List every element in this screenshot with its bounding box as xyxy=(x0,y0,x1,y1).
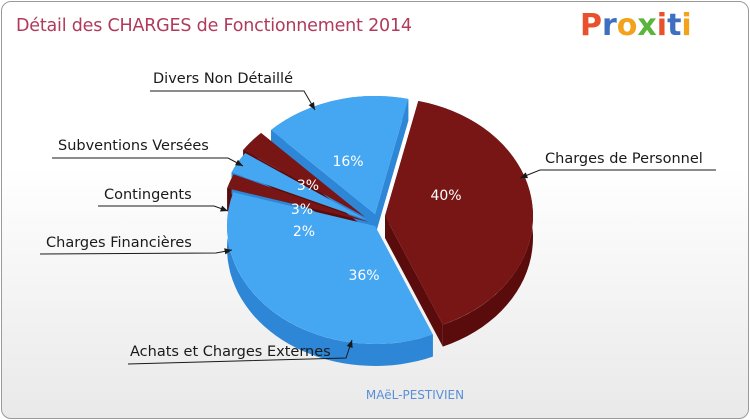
pie-percent-label: 16% xyxy=(332,154,363,170)
logo-letter: i xyxy=(656,8,668,43)
logo-letter: i xyxy=(681,8,692,43)
pie-category-label: Charges Financières xyxy=(46,235,192,251)
leader-arrowhead xyxy=(308,102,315,110)
pie-slice-wall xyxy=(271,129,375,236)
pie-slice xyxy=(227,192,433,344)
pie-percent-label: 2% xyxy=(293,224,315,240)
leader-line xyxy=(150,90,316,111)
logo-letter: r xyxy=(602,8,617,43)
leader-arrowhead xyxy=(346,340,353,348)
pie-category-label: Achats et Charges Externes xyxy=(130,344,331,360)
leader-arrowhead xyxy=(235,159,243,166)
leader-line xyxy=(52,157,244,167)
logo-letter: t xyxy=(667,8,682,43)
leader-arrowhead xyxy=(220,205,228,212)
proxiti-logo: Proxiti xyxy=(580,8,692,43)
logo-letter: o xyxy=(616,8,638,43)
leader-line xyxy=(519,169,716,179)
pie-percent-label: 3% xyxy=(291,202,313,218)
chart-title: Détail des CHARGES de Fonctionnement 201… xyxy=(16,16,412,36)
pie-category-label: Contingents xyxy=(104,187,192,203)
leader-arrowhead xyxy=(520,172,528,179)
pie-slices xyxy=(227,95,533,344)
leader-arrowhead xyxy=(224,248,232,255)
pie-percent-labels: 40% 36% 2% 3% 3% 16% xyxy=(291,154,462,284)
pie-slice-wall xyxy=(375,99,409,237)
pie-category-label: Divers Non Détaillé xyxy=(153,71,293,87)
leader-line xyxy=(98,205,229,212)
pie-slice xyxy=(385,101,533,325)
pie-percent-label: 36% xyxy=(348,268,379,284)
commune-name: MAëL-PESTIVIEN xyxy=(365,388,465,402)
pie-percent-label: 3% xyxy=(297,178,319,194)
pie-category-label: Subventions Versées xyxy=(58,138,209,154)
pie-slice xyxy=(243,133,365,217)
logo-letter: P xyxy=(580,8,602,43)
pie-slice xyxy=(271,95,409,214)
pie-slice-wall xyxy=(385,216,443,347)
pie-slice-side xyxy=(227,192,433,366)
pie-slice xyxy=(231,153,367,220)
pie-category-labels: Charges de Personnel Achats et Charges Ex… xyxy=(46,71,703,360)
pie-leader-lines xyxy=(39,90,716,365)
pie-percent-label: 40% xyxy=(430,188,461,204)
pie-category-label: Charges de Personnel xyxy=(545,151,703,167)
logo-letter: x xyxy=(637,8,657,43)
pie-slice xyxy=(227,174,369,222)
